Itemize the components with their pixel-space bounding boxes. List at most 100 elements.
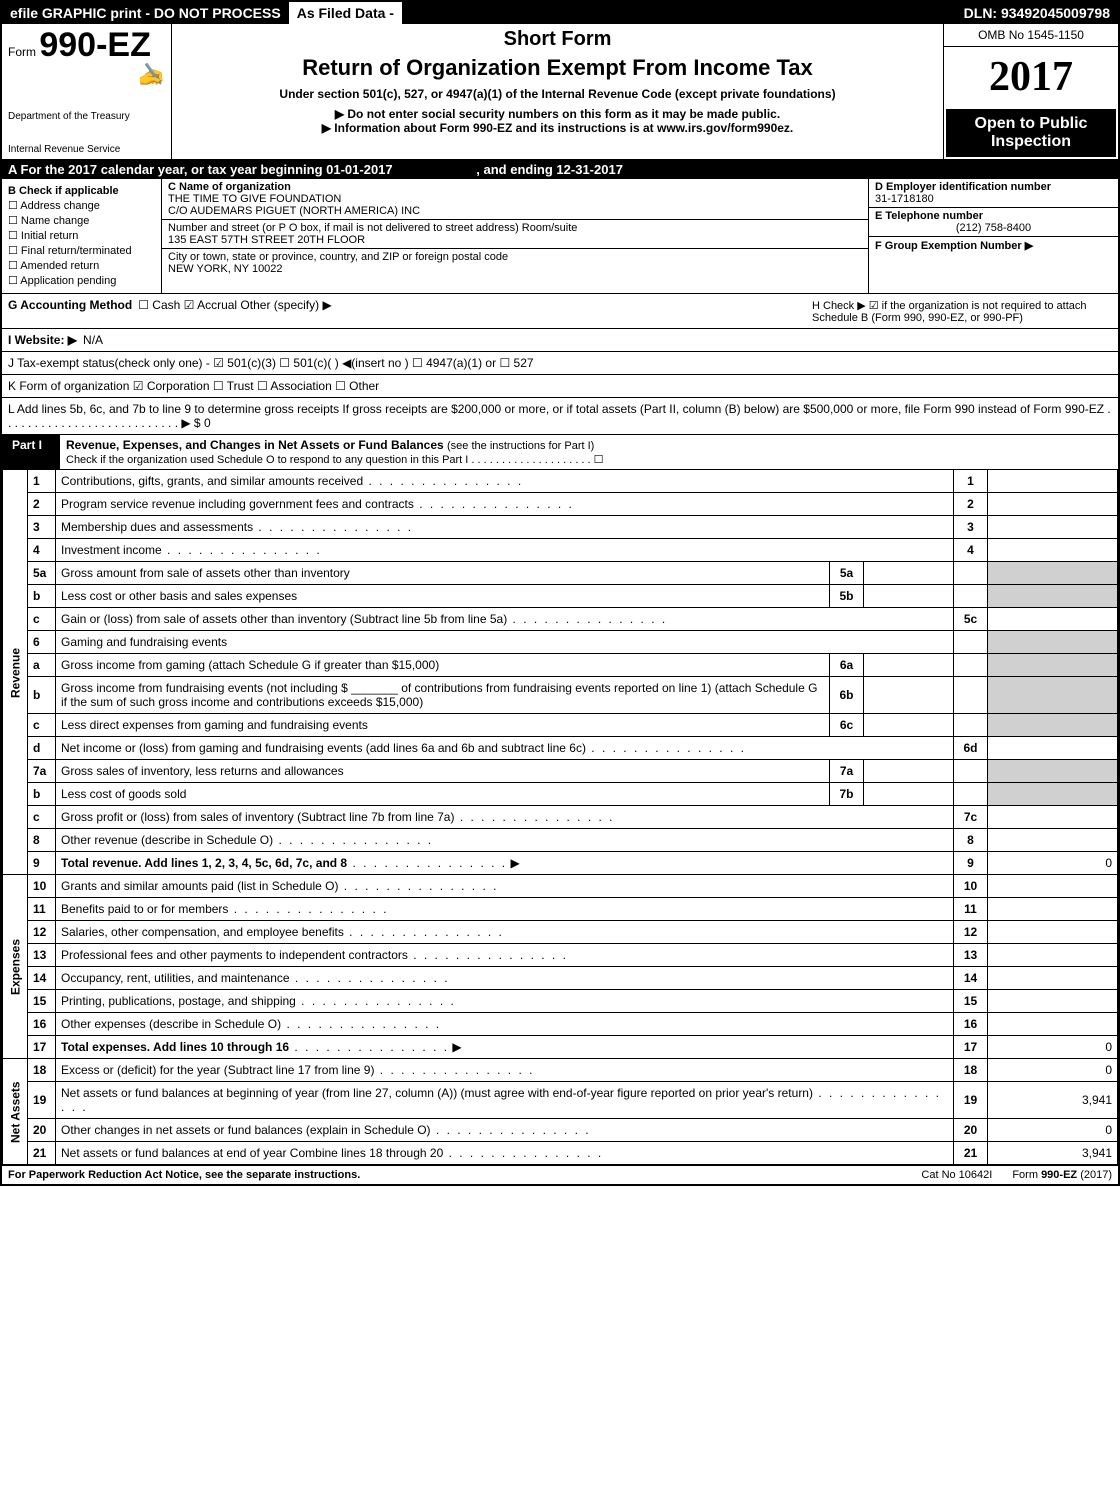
line-box: 9 <box>954 852 988 875</box>
line-box: 21 <box>954 1142 988 1165</box>
line-amount[interactable] <box>988 1013 1118 1036</box>
org-name2: C/O AUDEMARS PIGUET (NORTH AMERICA) INC <box>168 205 862 217</box>
line-desc: Excess or (deficit) for the year (Subtra… <box>56 1059 954 1082</box>
header-left: Form 990-EZ ✍ Department of the Treasury… <box>2 24 172 159</box>
line-amount[interactable] <box>988 921 1118 944</box>
line-amount[interactable] <box>988 944 1118 967</box>
line-box: 3 <box>954 516 988 539</box>
line-amount[interactable] <box>988 470 1118 493</box>
part1-title-sub: (see the instructions for Part I) <box>447 440 594 452</box>
line-number: 2 <box>28 493 56 516</box>
line-amount[interactable] <box>988 829 1118 852</box>
mini-amount[interactable] <box>864 562 954 585</box>
mini-amount[interactable] <box>864 760 954 783</box>
mini-amount[interactable] <box>864 677 954 714</box>
chk-address[interactable]: ☐ Address change <box>8 199 155 212</box>
sidelabel-expenses: Expenses <box>3 875 28 1059</box>
mini-amount[interactable] <box>864 783 954 806</box>
line-desc: Other changes in net assets or fund bala… <box>56 1119 954 1142</box>
table-row: Net Assets18Excess or (deficit) for the … <box>3 1059 1118 1082</box>
grey-cell <box>954 562 988 585</box>
header-mid: Short Form Return of Organization Exempt… <box>172 24 943 159</box>
line-amount[interactable]: 0 <box>988 1119 1118 1142</box>
mini-amount[interactable] <box>864 714 954 737</box>
line-number: 9 <box>28 852 56 875</box>
table-row: 20Other changes in net assets or fund ba… <box>3 1119 1118 1142</box>
line-box: 1 <box>954 470 988 493</box>
mini-box: 6b <box>830 677 864 714</box>
signature-icon: ✍ <box>8 62 165 88</box>
h-text[interactable]: H Check ▶ ☑ if the organization is not r… <box>812 299 1112 324</box>
line-number: 11 <box>28 898 56 921</box>
line-box: 15 <box>954 990 988 1013</box>
line-a-text: A For the 2017 calendar year, or tax yea… <box>8 162 393 177</box>
line-amount[interactable] <box>988 493 1118 516</box>
line-desc: Investment income <box>56 539 954 562</box>
chk-pending[interactable]: ☐ Application pending <box>8 274 155 287</box>
table-row: bGross income from fundraising events (n… <box>3 677 1118 714</box>
chk-initial[interactable]: ☐ Initial return <box>8 229 155 242</box>
j-text[interactable]: J Tax-exempt status(check only one) - ☑ … <box>8 356 534 370</box>
line-desc: Salaries, other compensation, and employ… <box>56 921 954 944</box>
line-number: 20 <box>28 1119 56 1142</box>
row-j: J Tax-exempt status(check only one) - ☑ … <box>2 352 1118 375</box>
table-row: cLess direct expenses from gaming and fu… <box>3 714 1118 737</box>
line-amount[interactable] <box>988 898 1118 921</box>
form-title: Return of Organization Exempt From Incom… <box>180 55 935 81</box>
line-desc: Less direct expenses from gaming and fun… <box>56 714 830 737</box>
line-number: c <box>28 806 56 829</box>
chk-name[interactable]: ☐ Name change <box>8 214 155 227</box>
topbar-left: efile GRAPHIC print - DO NOT PROCESS <box>2 2 289 24</box>
topbar-dln: DLN: 93492045009798 <box>956 2 1118 24</box>
line-amount[interactable] <box>988 737 1118 760</box>
line-amount[interactable] <box>988 516 1118 539</box>
l-text: L Add lines 5b, 6c, and 7b to line 9 to … <box>8 402 1112 430</box>
line-number: d <box>28 737 56 760</box>
table-row: 4Investment income4 <box>3 539 1118 562</box>
grey-cell <box>954 631 988 654</box>
part1-header: Part I Revenue, Expenses, and Changes in… <box>2 435 1118 469</box>
lines-table: Revenue1Contributions, gifts, grants, an… <box>2 469 1118 1165</box>
line-amount[interactable]: 0 <box>988 1036 1118 1059</box>
chk-amended[interactable]: ☐ Amended return <box>8 259 155 272</box>
line-desc: Gaming and fundraising events <box>56 631 954 654</box>
table-row: 6Gaming and fundraising events <box>3 631 1118 654</box>
ein: 31-1718180 <box>875 193 1112 205</box>
row-l: L Add lines 5b, 6c, and 7b to line 9 to … <box>2 398 1118 435</box>
addr-label: Number and street (or P O box, if mail i… <box>168 222 862 234</box>
i-label: I Website: ▶ <box>8 333 77 347</box>
section-bcde: B Check if applicable ☐ Address change ☐… <box>2 179 1118 294</box>
mini-amount[interactable] <box>864 585 954 608</box>
city: NEW YORK, NY 10022 <box>168 263 862 275</box>
e-label: E Telephone number <box>875 210 1112 222</box>
line-amount[interactable] <box>988 806 1118 829</box>
line-amount[interactable] <box>988 875 1118 898</box>
k-text[interactable]: K Form of organization ☑ Corporation ☐ T… <box>8 379 379 393</box>
part1-check[interactable]: Check if the organization used Schedule … <box>66 454 604 466</box>
form-990ez: efile GRAPHIC print - DO NOT PROCESS As … <box>0 0 1120 1186</box>
topbar-mid: As Filed Data - <box>289 2 402 24</box>
chk-final[interactable]: ☐ Final return/terminated <box>8 244 155 257</box>
f-label: F Group Exemption Number ▶ <box>875 239 1112 252</box>
g-opts[interactable]: ☐ Cash ☑ Accrual Other (specify) ▶ <box>138 298 331 312</box>
line-amount[interactable]: 3,941 <box>988 1082 1118 1119</box>
c-label: C Name of organization <box>168 181 862 193</box>
line-amount[interactable] <box>988 990 1118 1013</box>
line-amount[interactable]: 0 <box>988 1059 1118 1082</box>
line-amount[interactable]: 0 <box>988 852 1118 875</box>
mini-amount[interactable] <box>864 654 954 677</box>
line-amount[interactable] <box>988 967 1118 990</box>
table-row: 8Other revenue (describe in Schedule O)8 <box>3 829 1118 852</box>
line-amount[interactable]: 3,941 <box>988 1142 1118 1165</box>
line-number: c <box>28 608 56 631</box>
table-row: 14Occupancy, rent, utilities, and mainte… <box>3 967 1118 990</box>
line-amount[interactable] <box>988 608 1118 631</box>
table-row: 9Total revenue. Add lines 1, 2, 3, 4, 5c… <box>3 852 1118 875</box>
line-amount[interactable] <box>988 539 1118 562</box>
line-number: 21 <box>28 1142 56 1165</box>
grey-cell <box>954 783 988 806</box>
line-number: 1 <box>28 470 56 493</box>
grey-cell <box>988 677 1118 714</box>
open-line2: Inspection <box>950 133 1112 151</box>
org-name: THE TIME TO GIVE FOUNDATION <box>168 193 862 205</box>
